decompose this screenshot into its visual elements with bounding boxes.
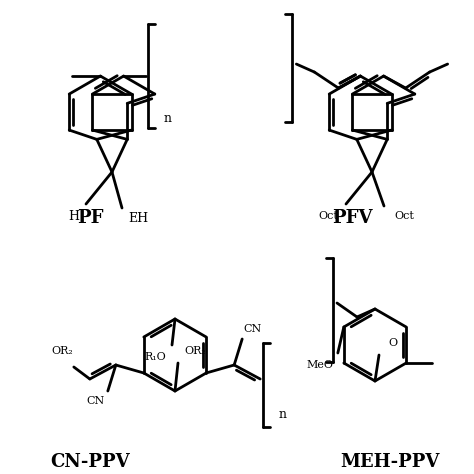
- Text: Oct: Oct: [394, 211, 414, 221]
- Text: n: n: [164, 111, 172, 125]
- Text: O: O: [388, 338, 398, 348]
- Text: CN: CN: [87, 396, 105, 406]
- Text: PF: PF: [77, 209, 103, 227]
- Text: OR₂: OR₂: [51, 346, 73, 356]
- Text: n: n: [278, 409, 286, 421]
- Text: R₁O: R₁O: [144, 352, 166, 362]
- Text: MeO: MeO: [306, 360, 333, 370]
- Text: Oct: Oct: [318, 211, 338, 221]
- Text: CN-PPV: CN-PPV: [50, 453, 130, 471]
- Text: H: H: [69, 210, 80, 222]
- Text: CN: CN: [243, 324, 261, 334]
- Text: PFV: PFV: [332, 209, 372, 227]
- Text: EH: EH: [128, 211, 148, 225]
- Text: OR₂: OR₂: [184, 346, 206, 356]
- Text: MEH-PPV: MEH-PPV: [340, 453, 440, 471]
